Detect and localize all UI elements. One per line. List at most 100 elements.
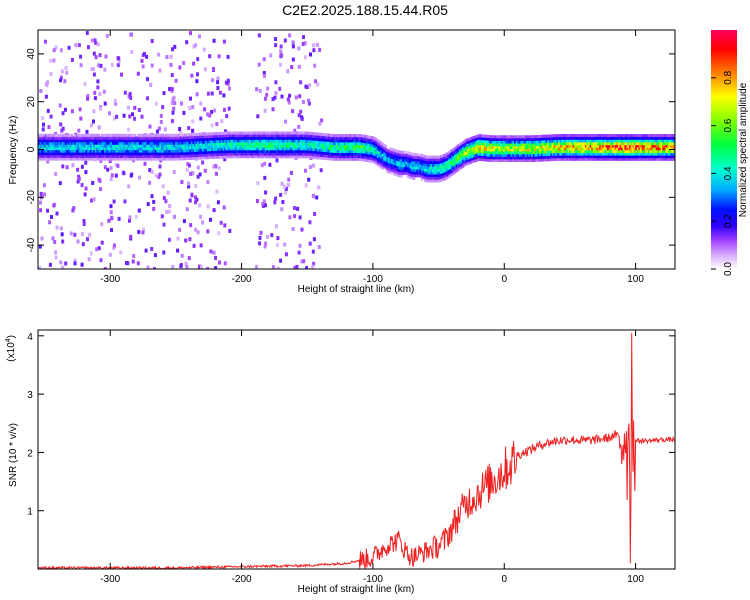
ridge-cell: [512, 145, 515, 149]
ridge-cell: [611, 152, 614, 156]
ridge-cell: [80, 133, 83, 137]
noise-cell: [297, 113, 301, 118]
ridge-cell: [520, 135, 523, 139]
ridge-cell: [603, 155, 606, 159]
ridge-cell: [501, 137, 504, 141]
ridge-cell: [419, 166, 422, 170]
noise-cell: [140, 58, 144, 63]
ridge-cell: [548, 134, 551, 138]
noise-cell: [166, 190, 170, 195]
ridge-cell: [547, 158, 550, 162]
noise-cell: [257, 33, 261, 38]
ridge-cell: [595, 152, 599, 156]
ridge-cell: [477, 147, 480, 151]
noise-cell: [289, 170, 293, 175]
ridge-cell: [410, 173, 413, 177]
ridge-cell: [413, 161, 416, 165]
ridge-cell: [274, 134, 277, 138]
ridge-cell: [354, 134, 357, 138]
ridge-cell: [376, 142, 380, 146]
noise-cell: [257, 62, 261, 67]
ridge-cell: [657, 155, 660, 159]
ridge-cell: [655, 134, 658, 138]
ridge-cell: [186, 143, 189, 147]
ridge-cell: [293, 139, 296, 143]
ridge-cell: [287, 155, 290, 159]
noise-cell: [130, 50, 134, 54]
ridge-cell: [313, 137, 316, 141]
ridge-cell: [192, 146, 195, 150]
ridge-cell: [53, 147, 56, 151]
ridge-cell: [649, 139, 652, 143]
ridge-cell: [146, 133, 149, 137]
ridge-cell: [219, 152, 222, 156]
ridge-cell: [353, 149, 356, 153]
ridge-cell: [66, 141, 69, 145]
ridge-cell: [271, 136, 274, 140]
ridge-cell: [104, 144, 107, 148]
ridge-cell: [389, 160, 392, 164]
ridge-cell: [263, 142, 266, 146]
ridge-cell: [602, 147, 605, 151]
ridge-cell: [521, 143, 525, 147]
ridge-cell: [408, 164, 411, 168]
ridge-cell: [50, 157, 53, 161]
ridge-cell: [477, 139, 480, 143]
ridge-cell: [622, 147, 625, 151]
ridge-cell: [335, 142, 339, 146]
ridge-cell: [624, 136, 627, 140]
ridge-cell: [224, 142, 227, 146]
ridge-cell: [170, 144, 173, 148]
ridge-cell: [466, 156, 469, 160]
ridge-cell: [394, 156, 397, 160]
ridge-cell: [480, 139, 484, 143]
ridge-cell: [435, 174, 438, 178]
ridge-cell: [86, 136, 90, 140]
ridge-cell: [539, 140, 542, 144]
ridge-cell: [50, 144, 53, 148]
ridge-cell: [257, 142, 260, 146]
ridge-cell: [638, 144, 641, 148]
ridge-cell: [495, 145, 498, 149]
ridge-cell: [600, 157, 603, 161]
ridge-cell: [238, 144, 241, 148]
ridge-cell: [651, 134, 654, 138]
noise-cell: [179, 130, 183, 135]
ridge-cell: [112, 136, 115, 140]
ridge-cell: [384, 163, 387, 167]
ridge-cell: [417, 158, 420, 162]
ridge-cell: [258, 142, 261, 146]
ridge-cell: [247, 155, 250, 159]
ridge-cell: [632, 134, 635, 138]
ridge-cell: [179, 154, 182, 158]
ridge-cell: [80, 136, 83, 140]
ridge-cell: [290, 131, 293, 135]
noise-cell: [318, 47, 322, 52]
ridge-cell: [173, 152, 176, 156]
ridge-cell: [499, 137, 502, 141]
ridge-cell: [203, 135, 206, 139]
ridge-cell: [514, 135, 517, 139]
ridge-cell: [209, 156, 212, 160]
noise-cell: [294, 95, 298, 100]
noise-cell: [97, 246, 101, 251]
ridge-cell: [372, 149, 375, 153]
noise-cell: [69, 231, 73, 236]
ridge-cell: [435, 168, 438, 172]
ridge-cell: [118, 149, 121, 153]
ridge-cell: [425, 168, 428, 172]
ridge-cell: [509, 156, 512, 160]
ridge-cell: [280, 144, 283, 148]
ridge-cell: [66, 136, 69, 140]
ridge-cell: [90, 141, 93, 145]
ridge-cell: [290, 152, 293, 156]
ridge-cell: [603, 144, 606, 148]
ridge-cell: [66, 154, 69, 158]
ridge-cell: [359, 147, 362, 151]
ridge-cell: [636, 142, 640, 146]
ridge-cell: [116, 136, 119, 140]
ridge-cell: [233, 152, 236, 156]
ridge-cell: [395, 168, 398, 172]
ridge-cell: [38, 133, 41, 137]
ridge-cell: [373, 150, 376, 154]
